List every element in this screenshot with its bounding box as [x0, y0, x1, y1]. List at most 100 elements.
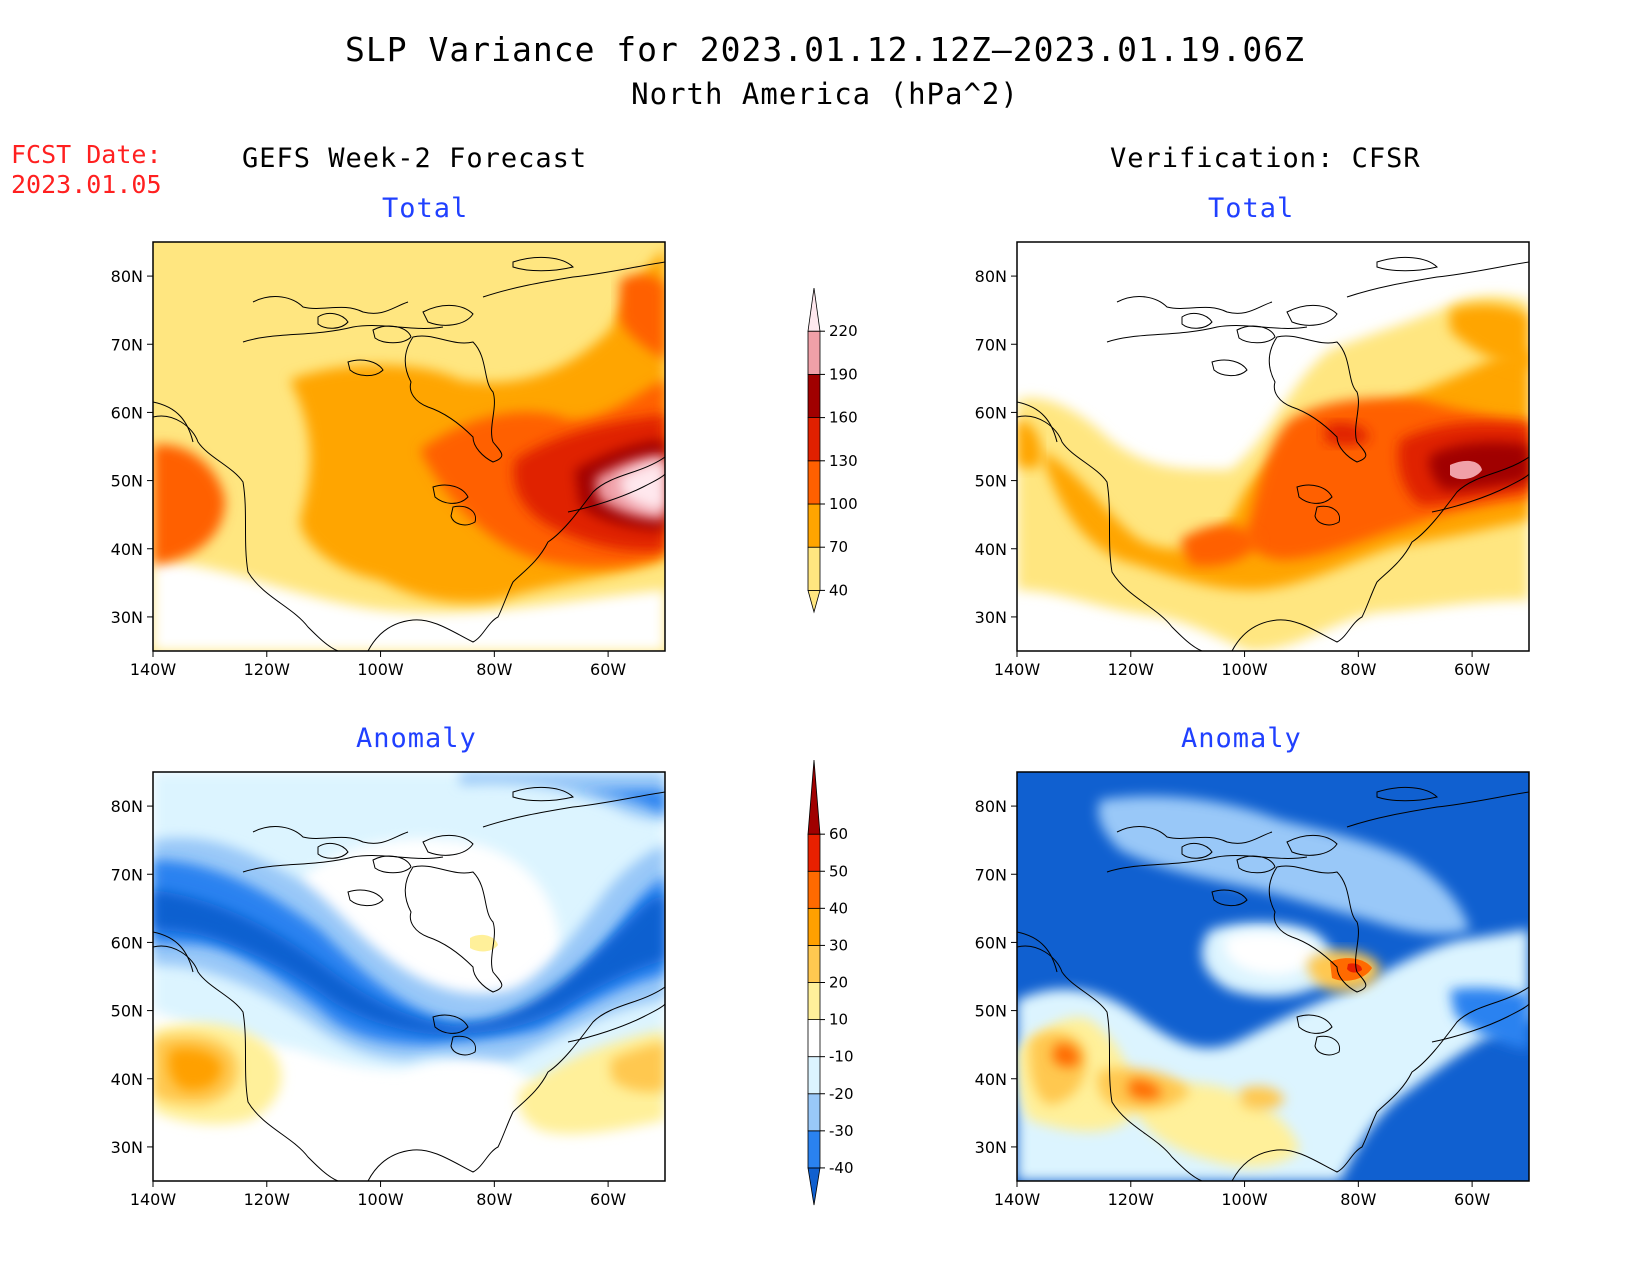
- colorbar-swatch: [807, 1056, 821, 1095]
- coastline-path: [1017, 945, 1203, 1181]
- coastline-path: [1268, 865, 1367, 993]
- lat-tick-label: 80N: [975, 797, 1007, 816]
- colorbar-swatch: [807, 907, 821, 946]
- colorbar-tick-label: 30: [829, 936, 848, 954]
- colorbar-tick-label: 20: [829, 974, 848, 992]
- coastline-path: [372, 325, 412, 344]
- colorbar-swatch: [807, 417, 821, 462]
- lat-tick-label: 60N: [975, 403, 1007, 422]
- lon-tick-label: 80W: [476, 660, 512, 679]
- coastline-path: [1106, 855, 1308, 873]
- lat-tick-label: 70N: [975, 865, 1007, 884]
- coastline-path: [567, 1003, 665, 1043]
- lat-tick-label: 70N: [111, 335, 143, 354]
- coastline-path: [1431, 1003, 1529, 1043]
- coastline-path: [1314, 1035, 1341, 1056]
- lat-tick-label: 40N: [975, 540, 1007, 559]
- coastlines: [153, 257, 1529, 1181]
- lon-tick-label: 60W: [1454, 660, 1490, 679]
- lon-tick-label: 100W: [357, 660, 404, 679]
- colorbar-tick-label: 100: [829, 495, 858, 513]
- coastline-path: [1236, 325, 1276, 344]
- coastline-path: [432, 484, 469, 504]
- coastline-path: [1296, 484, 1333, 504]
- coastline-path: [1211, 359, 1248, 377]
- coastline-path: [512, 787, 574, 802]
- coastline-path: [1106, 325, 1308, 343]
- coastline-path: [347, 359, 384, 377]
- coastline-path: [1181, 842, 1213, 859]
- forecast-total-frame: [152, 241, 666, 652]
- colorbar-tick-label: 40: [829, 899, 848, 917]
- anomaly-colorbar: -40 -30 -20 -10 10 20 30 40 50 60: [807, 759, 854, 1206]
- lon-tick-label: 140W: [994, 660, 1041, 679]
- verification-anomaly-frame: [1016, 771, 1530, 1182]
- coastline-path: [347, 889, 384, 907]
- colorbar-swatch: [807, 870, 821, 909]
- coastline-path: [1286, 305, 1338, 326]
- left-column-heading: GEFS Week-2 Forecast: [242, 143, 588, 174]
- colorbar-tick-label: -20: [829, 1085, 854, 1103]
- lat-tick-label: 50N: [975, 1002, 1007, 1021]
- coastline-path: [1017, 401, 1058, 443]
- coastline-path: [1314, 505, 1341, 526]
- panel-title-forecast-anomaly: Anomaly: [356, 723, 477, 754]
- forecast-anomaly-map: [153, 772, 665, 1181]
- coastline-path: [450, 1035, 477, 1056]
- lon-tick-label: 100W: [1221, 660, 1268, 679]
- colorbar-tick-label: 70: [829, 538, 848, 556]
- colorbar-swatch: [807, 1130, 821, 1169]
- lat-tick-label: 50N: [111, 1002, 143, 1021]
- lat-tick-label: 30N: [975, 1138, 1007, 1157]
- lon-tick-label: 120W: [244, 660, 291, 679]
- colorbar-swatch: [807, 330, 821, 375]
- coastline-path: [1211, 889, 1248, 907]
- coastline-path: [1376, 787, 1438, 802]
- coastline-path: [252, 296, 409, 314]
- lon-tick-label: 80W: [1340, 1190, 1376, 1209]
- coastline-path: [422, 305, 474, 326]
- colorbar-swatch: [807, 1093, 821, 1132]
- lon-tick-label: 140W: [130, 1190, 177, 1209]
- colorbar-tick-label: -10: [829, 1048, 854, 1066]
- verification-anomaly-map: [1017, 772, 1529, 1181]
- coastline-path: [1236, 855, 1276, 874]
- forecast-anomaly-frame: [152, 771, 666, 1182]
- coastline-path: [242, 325, 444, 343]
- coastline-path: [317, 312, 349, 329]
- colorbar-swatch: [807, 460, 821, 505]
- lat-tick-label: 80N: [975, 267, 1007, 286]
- coastline-path: [482, 791, 665, 828]
- forecast-date-value: 2023.01.05: [11, 170, 162, 199]
- colorbar-tick-label: 130: [829, 452, 858, 470]
- colorbar-tick-label: 40: [829, 581, 848, 599]
- coastline-path: [153, 945, 339, 1181]
- coastline-path: [1346, 791, 1529, 828]
- colorbar-tick-label: 60: [829, 825, 848, 843]
- coastline-path: [153, 415, 339, 651]
- coastline-path: [404, 335, 503, 463]
- coastline-path: [1346, 261, 1529, 298]
- coastline-path: [252, 826, 409, 844]
- coastline-path: [512, 257, 574, 272]
- verification-total-frame: [1016, 241, 1530, 652]
- lon-tick-label: 60W: [1454, 1190, 1490, 1209]
- right-column-heading: Verification: CFSR: [1110, 143, 1421, 174]
- verification-total-map: [1017, 242, 1529, 651]
- total-colorbar: 40 70 100 130 160 190 220: [807, 287, 858, 614]
- lon-tick-label: 120W: [1108, 660, 1155, 679]
- lat-tick-label: 30N: [111, 1138, 143, 1157]
- coastline-path: [567, 473, 665, 513]
- lon-tick-label: 80W: [1340, 660, 1376, 679]
- coastline-path: [450, 505, 477, 526]
- lat-tick-label: 60N: [975, 933, 1007, 952]
- colorbar-tick-label: 50: [829, 862, 848, 880]
- lat-tick-label: 60N: [111, 933, 143, 952]
- panel-title-verification-anomaly: Anomaly: [1181, 723, 1302, 754]
- colorbar-end-triangle: [807, 590, 821, 614]
- panel-title-forecast-total: Total: [382, 193, 469, 224]
- coastline-path: [1116, 826, 1273, 844]
- forecast-date-label: FCST Date:: [11, 140, 162, 169]
- colorbar-swatch: [807, 503, 821, 548]
- colorbar-tick-label: -30: [829, 1122, 854, 1140]
